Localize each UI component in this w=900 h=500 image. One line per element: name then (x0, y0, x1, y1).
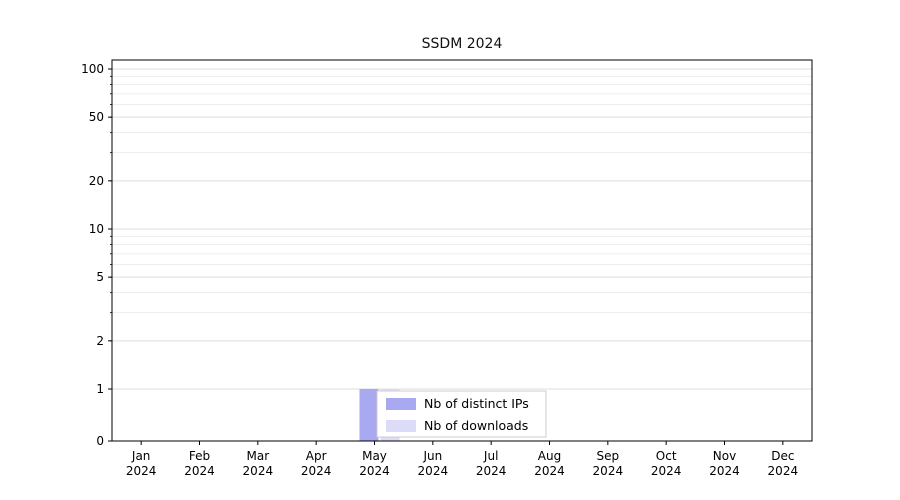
x-tick-label-month: Aug (538, 449, 561, 463)
legend-label: Nb of downloads (424, 418, 528, 433)
legend-swatch (386, 398, 416, 410)
y-tick-label: 1 (96, 382, 104, 396)
y-tick-label: 50 (89, 110, 104, 124)
plot-border (111, 59, 813, 442)
x-tick-label-month: May (362, 449, 387, 463)
x-tick-label-month: Nov (713, 449, 736, 463)
chart-title: SSDM 2024 (421, 36, 503, 52)
x-tick-label-year: 2024 (184, 464, 215, 478)
x-tick-label-month: Jan (131, 449, 151, 463)
x-tick-label-year: 2024 (651, 464, 682, 478)
legend-label: Nb of distinct IPs (424, 396, 529, 411)
y-tick-label: 5 (96, 270, 104, 284)
x-tick-label-year: 2024 (359, 464, 390, 478)
x-tick-label-year: 2024 (593, 464, 624, 478)
x-tick-label-month: Jun (422, 449, 442, 463)
x-tick-label-month: Mar (247, 449, 270, 463)
y-tick-label: 0 (96, 434, 104, 448)
legend-swatch (386, 420, 416, 432)
y-tick-label: 100 (81, 62, 104, 76)
y-tick-label: 2 (96, 334, 104, 348)
x-tick-label-year: 2024 (301, 464, 332, 478)
x-tick-label-month: Feb (189, 449, 210, 463)
x-tick-label-month: Oct (656, 449, 677, 463)
x-tick-label-year: 2024 (709, 464, 740, 478)
x-tick-label-year: 2024 (768, 464, 799, 478)
x-tick-label-month: Sep (597, 449, 620, 463)
x-tick-label-year: 2024 (534, 464, 565, 478)
x-tick-label-year: 2024 (418, 464, 449, 478)
x-tick-label-year: 2024 (476, 464, 507, 478)
x-tick-label-month: Dec (771, 449, 794, 463)
x-tick-label-year: 2024 (126, 464, 157, 478)
y-tick-label: 20 (89, 174, 104, 188)
x-tick-label-month: Apr (306, 449, 327, 463)
x-tick-label-month: Jul (483, 449, 498, 463)
bar-distinct-ips (359, 389, 379, 441)
x-tick-label-year: 2024 (243, 464, 274, 478)
y-tick-label: 10 (89, 222, 104, 236)
